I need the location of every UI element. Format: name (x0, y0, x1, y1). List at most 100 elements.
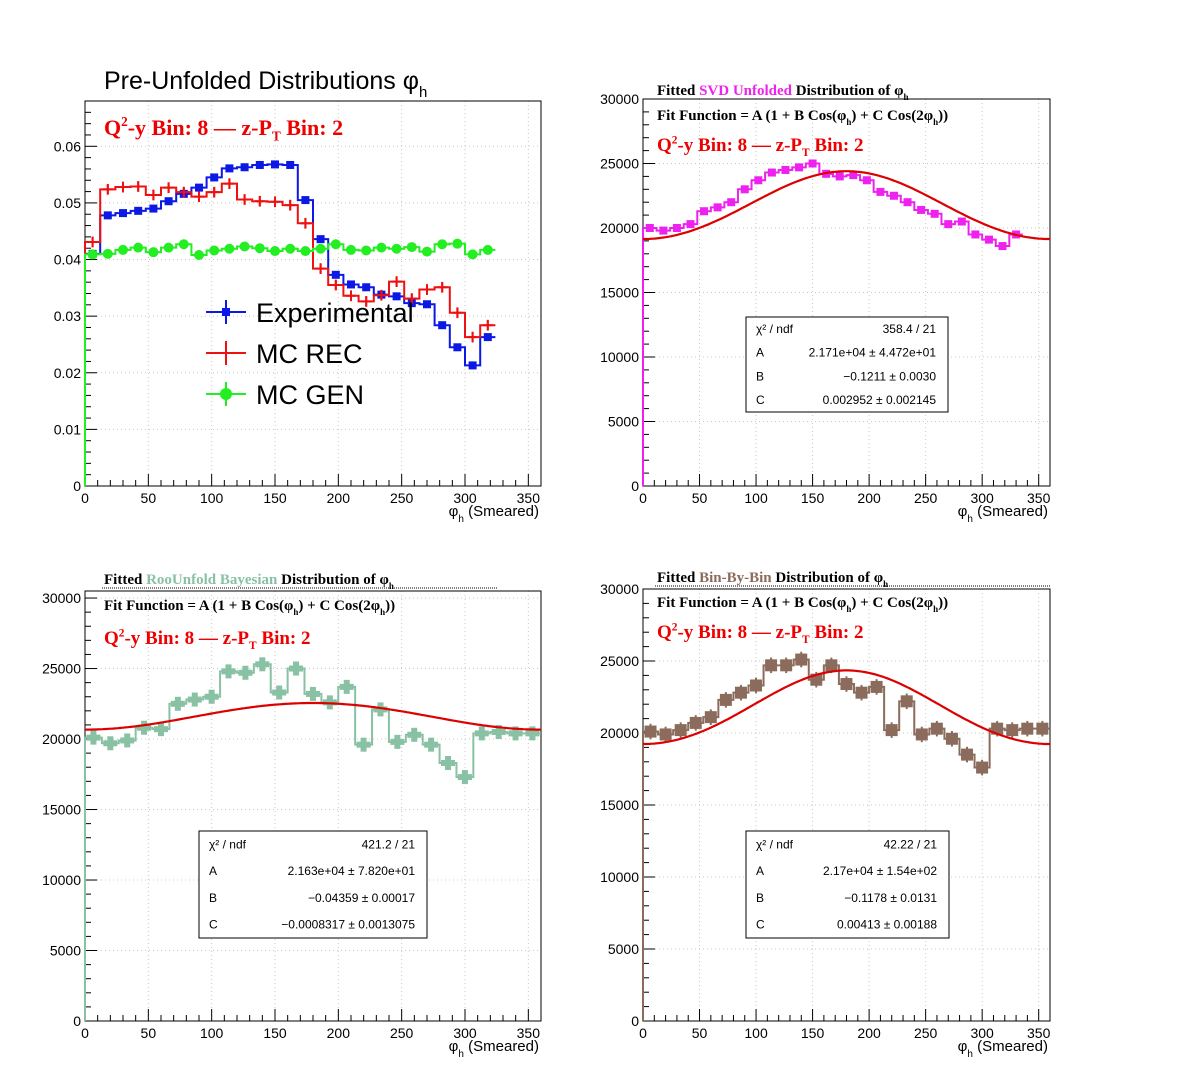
y-tick-label: 15000 (42, 802, 81, 818)
series-2-point (133, 242, 144, 253)
series-1-point (315, 263, 326, 274)
y-tick-label: 0.06 (54, 138, 81, 154)
series-2-point (163, 242, 174, 253)
bayes-point (525, 726, 540, 741)
marker (825, 659, 838, 672)
marker (885, 724, 898, 737)
x-tick-label: 350 (517, 490, 541, 506)
marker (390, 738, 405, 745)
marker (734, 686, 747, 699)
bayes-point (390, 734, 405, 749)
bbb-point (719, 692, 732, 708)
series-0-point (134, 206, 143, 215)
series-1-point (178, 186, 189, 198)
series-0-point (286, 160, 295, 169)
bayes-point (137, 720, 152, 735)
marker (870, 680, 883, 693)
marker (795, 163, 804, 172)
y-tick-label: 0 (73, 1013, 81, 1029)
stats-label: A (756, 346, 764, 360)
stats-value: 2.163e+04 ± 7.820e+01 (288, 864, 416, 878)
stats-label: χ² / ndf (756, 322, 794, 336)
marker (120, 737, 135, 744)
marker (225, 164, 234, 173)
x-axis (84, 1009, 542, 1021)
marker (270, 246, 280, 257)
marker (133, 242, 144, 253)
x-tick-label: 50 (692, 1025, 708, 1041)
marker (346, 244, 356, 255)
series-2-point (346, 244, 356, 255)
marker (221, 668, 236, 675)
series-1-point (376, 289, 387, 301)
series-0-point (119, 209, 127, 218)
bbb-point (704, 709, 717, 725)
fit-function-label: Fit Function = A (1 + B Cos(φh) + C Cos(… (657, 108, 948, 127)
svd-point (700, 207, 709, 216)
series-2-point (330, 239, 341, 250)
marker (195, 183, 203, 192)
svd-point (740, 185, 749, 194)
bbb-point (734, 684, 747, 701)
svd-point (767, 168, 776, 177)
svd-point (672, 224, 681, 232)
panel-title: Fitted Bin-By-Bin Distribution of φh (657, 570, 888, 589)
marker (713, 203, 722, 212)
marker (474, 730, 489, 737)
stats-label: C (756, 393, 765, 407)
series-2-point (406, 242, 417, 253)
marker (361, 245, 372, 256)
bbb-point (900, 693, 913, 710)
y-tick-label: 25000 (600, 156, 639, 172)
marker (240, 163, 249, 172)
marker (659, 728, 672, 741)
x-tick-label: 350 (1027, 1025, 1051, 1041)
y-tick-label: 30000 (600, 581, 639, 597)
marker (118, 244, 128, 255)
series-2-point (148, 247, 159, 258)
marker (149, 204, 158, 213)
marker (674, 724, 687, 737)
marker (998, 242, 1007, 251)
bbb-point (780, 657, 793, 674)
marker (301, 196, 310, 205)
marker (392, 292, 401, 301)
stats-value: −0.0008317 ± 0.0013075 (281, 918, 415, 932)
stats-value: −0.1211 ± 0.0030 (843, 369, 936, 383)
marker (170, 700, 185, 707)
series-1-point (133, 181, 144, 192)
svd-point (903, 198, 912, 207)
y-tick-label: 5000 (608, 414, 639, 430)
series-1-point (270, 196, 280, 208)
series-0-point (392, 292, 401, 301)
plot-frame (84, 590, 542, 1022)
marker (119, 209, 127, 218)
marker (210, 173, 219, 182)
series-2-point (239, 241, 250, 252)
bayes-point (424, 737, 439, 752)
x-tick-label: 250 (390, 1025, 414, 1041)
x-tick-label: 100 (200, 1025, 224, 1041)
stats-box-frame (745, 316, 949, 413)
bbb-point (795, 651, 808, 668)
series-0-point (210, 173, 219, 182)
series-1-point (194, 191, 204, 203)
bayes-point (187, 692, 202, 707)
bayes-point (204, 689, 219, 704)
y-tick-label: 10000 (600, 869, 639, 885)
marker (305, 690, 320, 697)
marker (438, 321, 447, 330)
x-axis (642, 1009, 1051, 1021)
bayes-point (255, 657, 270, 672)
panel-title: Fitted RooUnfold Bayesian Distribution o… (104, 572, 394, 591)
svd-point (754, 176, 763, 185)
bayes-point (491, 724, 506, 739)
y-tick-label: 0.02 (54, 365, 81, 381)
bbb-point (840, 676, 853, 692)
series-0-point (331, 270, 340, 279)
series-1-point (361, 296, 372, 307)
series-1-point (148, 189, 159, 201)
marker (178, 239, 189, 250)
marker (930, 209, 939, 218)
stats-label: B (209, 891, 217, 905)
